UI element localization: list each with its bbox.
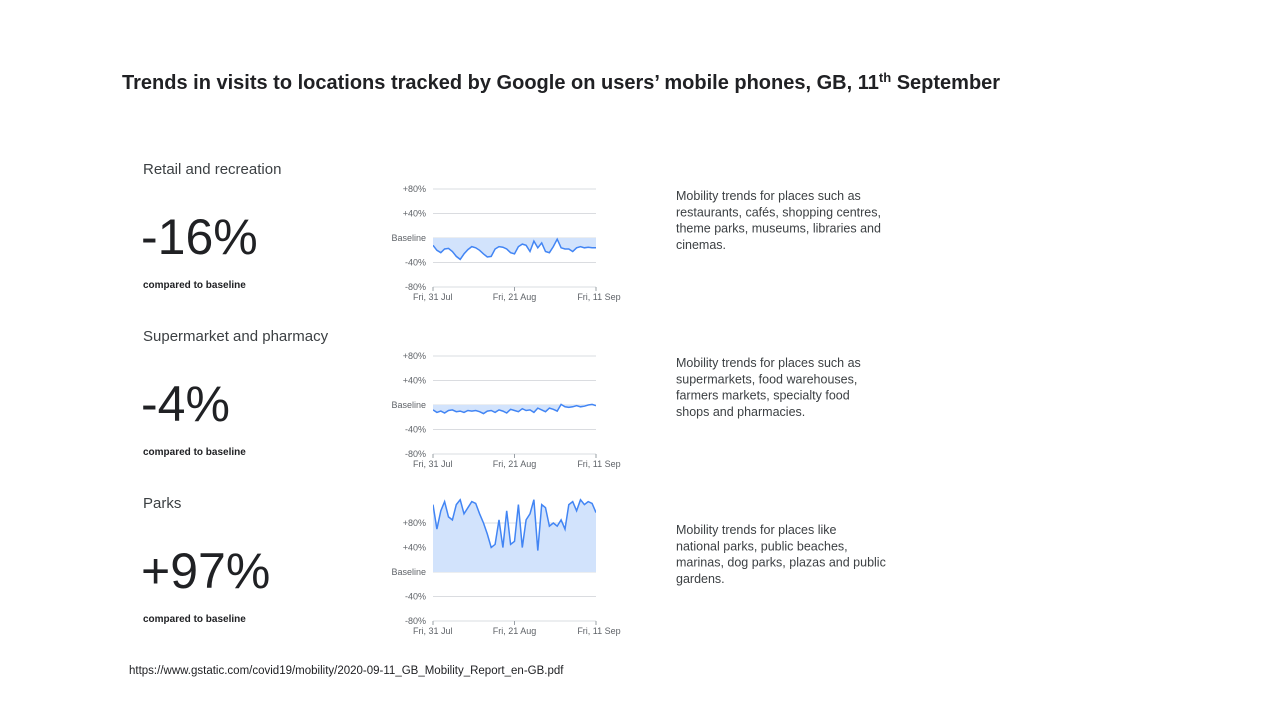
x-tick-label: Fri, 11 Sep	[577, 292, 620, 302]
y-tick-label: +40%	[403, 209, 426, 219]
y-tick-label: -40%	[405, 258, 426, 268]
headline-value: -16%	[141, 209, 258, 265]
description-line: farmers markets, specialty food	[676, 389, 850, 403]
y-tick-label: +80%	[403, 351, 426, 361]
line	[433, 403, 596, 415]
source: https://www.gstatic.com/covid19/mobility…	[129, 665, 564, 677]
y-tick-label: -80%	[405, 282, 426, 292]
description-line: cinemas.	[676, 238, 726, 252]
headline-subtitle: compared to baseline	[143, 447, 246, 458]
area-fill	[433, 238, 596, 260]
x-tick-label: Fri, 31 Jul	[413, 459, 453, 469]
y-tick-label: -40%	[405, 425, 426, 435]
description-line: marinas, dog parks, plazas and public	[676, 556, 886, 570]
x-tick-label: Fri, 31 Jul	[413, 626, 453, 636]
y-tick-label: +80%	[403, 518, 426, 528]
headline-value: -4%	[141, 376, 230, 432]
y-tick-label: -80%	[405, 449, 426, 459]
y-tick-label: Baseline	[391, 233, 426, 243]
x-tick-label: Fri, 21 Aug	[493, 292, 537, 302]
slide-title: Trends in visits to locations tracked by…	[122, 70, 1000, 94]
description-line: supermarkets, food warehouses,	[676, 372, 857, 386]
description-line: restaurants, cafés, shopping centres,	[676, 205, 881, 219]
chart-title: Supermarket and pharmacy	[143, 328, 329, 345]
chart-title: Retail and recreation	[143, 161, 281, 178]
x-tick-label: Fri, 11 Sep	[577, 459, 620, 469]
x-tick-label: Fri, 21 Aug	[493, 459, 537, 469]
y-tick-label: Baseline	[391, 400, 426, 410]
x-tick-label: Fri, 21 Aug	[493, 626, 537, 636]
x-tick-label: Fri, 31 Jul	[413, 292, 453, 302]
description-line: Mobility trends for places like	[676, 523, 837, 537]
y-tick-label: +40%	[403, 543, 426, 553]
line	[433, 237, 596, 261]
title-main: Trends in visits to locations tracked by…	[122, 72, 879, 94]
description-line: Mobility trends for places such as	[676, 189, 861, 203]
description-line: national parks, public beaches,	[676, 539, 848, 553]
description-line: Mobility trends for places such as	[676, 356, 861, 370]
y-tick-label: Baseline	[391, 567, 426, 577]
title-end: September	[891, 72, 1000, 94]
y-tick-label: -40%	[405, 592, 426, 602]
y-tick-label: +40%	[403, 376, 426, 386]
chart-title: Parks	[143, 495, 181, 512]
area-fill	[433, 404, 596, 414]
description-line: gardens.	[676, 572, 725, 586]
y-tick-label: -80%	[405, 616, 426, 626]
headline-subtitle: compared to baseline	[143, 614, 246, 625]
headline-subtitle: compared to baseline	[143, 280, 246, 291]
x-tick-label: Fri, 11 Sep	[577, 626, 620, 636]
headline-value: +97%	[141, 543, 270, 599]
y-tick-label: +80%	[403, 184, 426, 194]
title-sup: th	[879, 70, 891, 85]
area-fill	[433, 499, 596, 572]
description-line: shops and pharmacies.	[676, 405, 805, 419]
line	[433, 498, 596, 551]
description-line: theme parks, museums, libraries and	[676, 222, 881, 236]
